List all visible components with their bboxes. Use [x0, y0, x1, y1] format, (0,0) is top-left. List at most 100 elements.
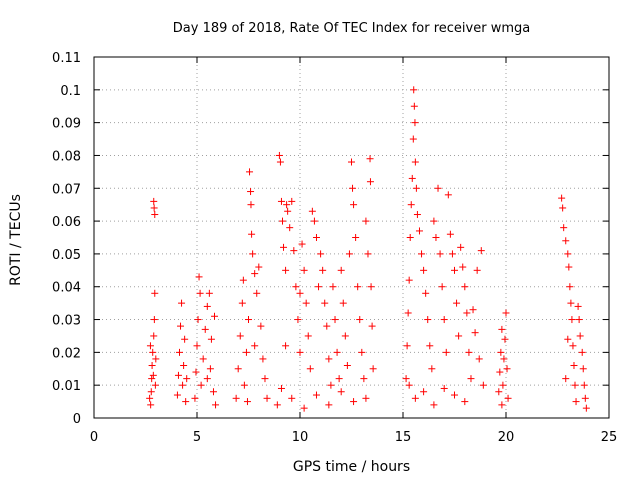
data-point: [432, 234, 440, 241]
data-point: [205, 289, 213, 297]
plot-frame: [93, 56, 610, 419]
data-point: [317, 250, 325, 258]
data-point: [248, 230, 256, 238]
data-point: [203, 375, 211, 383]
data-point: [149, 348, 157, 356]
data-point: [151, 211, 159, 219]
data-point: [152, 355, 160, 363]
data-point: [294, 316, 302, 324]
data-point: [147, 401, 155, 409]
data-point: [352, 234, 360, 241]
data-point: [249, 250, 257, 258]
data-point: [148, 361, 156, 369]
y-tick-label: 0.1: [60, 84, 81, 99]
y-tick-label: 0.02: [52, 346, 81, 361]
data-point: [327, 381, 335, 389]
data-point: [582, 404, 590, 412]
data-point: [278, 217, 286, 225]
data-point: [197, 381, 205, 389]
data-point: [471, 329, 479, 337]
data-point: [148, 375, 156, 383]
data-point: [257, 322, 265, 330]
data-point: [339, 299, 347, 307]
data-point: [312, 391, 320, 399]
data-point: [259, 355, 267, 363]
data-point: [194, 316, 202, 324]
data-point: [570, 361, 578, 369]
data-point: [177, 322, 185, 330]
data-point: [567, 299, 575, 307]
data-point: [407, 201, 415, 209]
x-tick-label: 10: [292, 430, 309, 445]
data-point: [572, 398, 580, 406]
data-point: [413, 211, 421, 219]
data-point: [234, 365, 242, 373]
data-point: [290, 247, 298, 255]
data-point: [331, 316, 339, 324]
data-point: [411, 119, 419, 127]
data-point: [576, 332, 584, 340]
data-point: [362, 394, 370, 402]
data-point: [181, 335, 189, 343]
data-point: [195, 273, 203, 281]
data-point: [420, 266, 428, 274]
data-point: [410, 102, 418, 110]
data-point: [442, 348, 450, 356]
data-point: [296, 348, 304, 356]
data-point: [191, 394, 199, 402]
data-point: [495, 388, 503, 396]
data-point: [568, 316, 576, 324]
data-point: [461, 283, 469, 291]
data-point: [277, 197, 285, 205]
data-point: [203, 302, 211, 310]
data-point: [345, 250, 353, 258]
y-tick-label: 0.05: [52, 248, 81, 263]
data-point: [173, 391, 181, 399]
data-point: [288, 394, 296, 402]
data-point: [277, 384, 285, 392]
data-point: [569, 342, 577, 350]
data-point: [420, 388, 428, 396]
data-point: [239, 276, 247, 284]
data-point: [150, 332, 158, 340]
data-point: [288, 197, 296, 205]
data-point: [473, 266, 481, 274]
data-point: [503, 365, 511, 373]
data-point: [436, 250, 444, 258]
data-point: [559, 204, 567, 212]
data-point: [283, 201, 291, 209]
data-point: [410, 86, 418, 94]
data-point: [446, 230, 454, 238]
data-point: [261, 375, 269, 383]
data-point: [240, 381, 248, 389]
chart-title: Day 189 of 2018, Rate Of TEC Index for r…: [173, 21, 530, 36]
data-point: [193, 342, 201, 350]
data-point: [201, 325, 209, 333]
data-point: [211, 312, 219, 320]
data-point: [430, 217, 438, 225]
data-point: [574, 302, 582, 310]
data-point: [302, 299, 310, 307]
data-point: [282, 266, 290, 274]
data-point: [325, 401, 333, 409]
data-point: [286, 224, 294, 232]
y-tick-label: 0.04: [52, 281, 81, 296]
data-point: [255, 263, 263, 271]
data-point: [405, 381, 413, 389]
data-point: [209, 388, 217, 396]
data-point: [415, 227, 423, 235]
data-point: [312, 234, 320, 241]
x-tick-label: 5: [193, 430, 201, 445]
data-point: [422, 289, 430, 297]
data-point: [459, 263, 467, 271]
data-point: [438, 283, 446, 291]
data-point: [354, 283, 362, 291]
x-tick-label: 25: [601, 430, 618, 445]
data-point: [451, 391, 458, 399]
data-point: [500, 355, 508, 363]
data-point: [282, 342, 290, 350]
data-point: [306, 365, 314, 373]
y-tick-label: 0.06: [52, 215, 81, 230]
data-point: [253, 289, 261, 297]
x-tick-label: 20: [498, 430, 515, 445]
